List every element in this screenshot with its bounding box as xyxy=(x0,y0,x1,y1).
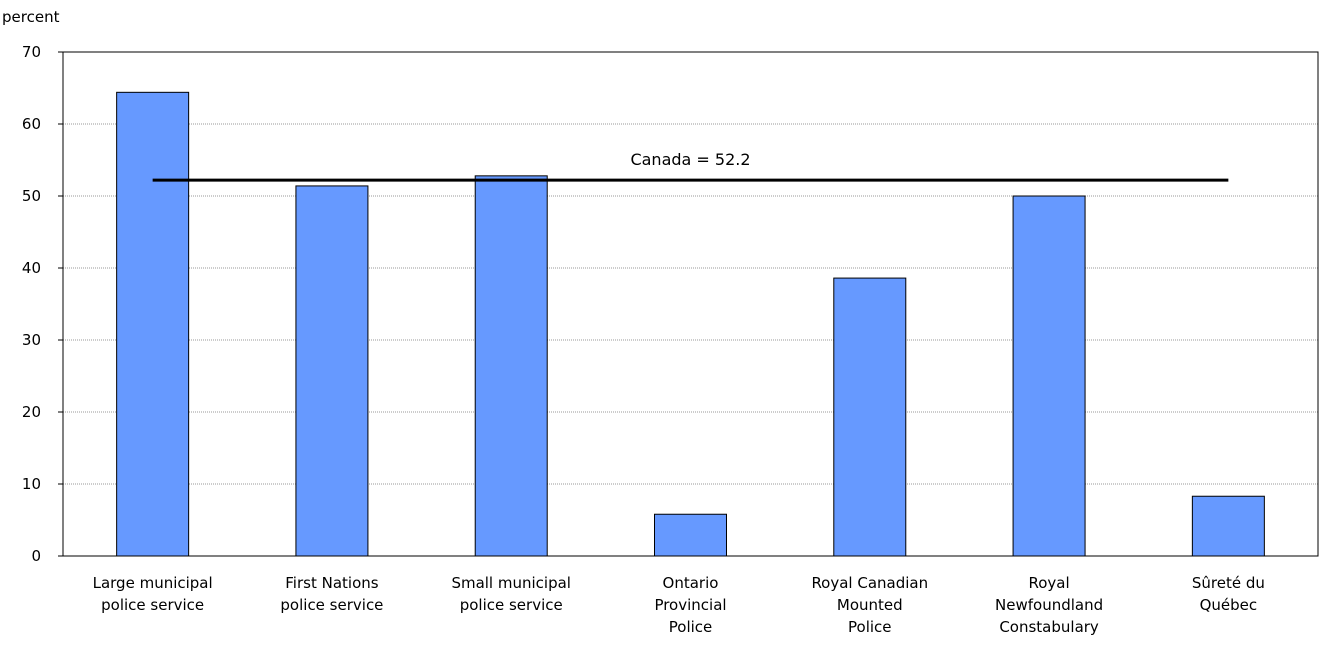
bar xyxy=(1191,495,1265,557)
bar xyxy=(1012,195,1086,557)
bar xyxy=(295,185,369,557)
x-axis-labels: Large municipal police service First Natio… xyxy=(93,574,1265,636)
gridlines xyxy=(63,123,1318,485)
y-tick-label: 60 xyxy=(22,115,41,133)
x-category-label: Small municipal police service xyxy=(451,574,571,614)
x-category-label: Ontario Provincial Police xyxy=(654,574,726,636)
y-tick-label: 10 xyxy=(22,475,41,493)
canada-average-label: Canada = 52.2 xyxy=(630,150,750,169)
x-category-label: Large municipal police service xyxy=(93,574,213,614)
bar xyxy=(116,91,190,557)
y-axis-ticks: 0 10 20 30 40 50 60 70 xyxy=(22,43,63,565)
y-tick-label: 30 xyxy=(22,331,41,349)
bars xyxy=(116,91,1265,557)
x-category-label: Royal Canadian Mounted Police xyxy=(811,574,928,636)
y-tick-label: 20 xyxy=(22,403,41,421)
y-tick-label: 70 xyxy=(22,43,41,61)
x-category-label: Royal Newfoundland Constabulary xyxy=(995,574,1103,636)
y-tick-label: 50 xyxy=(22,187,41,205)
x-category-label: Sûreté du Québec xyxy=(1192,574,1265,614)
bar xyxy=(654,513,727,557)
bar xyxy=(833,277,907,557)
y-axis-unit-label: percent xyxy=(2,8,60,26)
bar xyxy=(474,175,548,557)
x-category-label: First Nations police service xyxy=(280,574,383,614)
plot-frame xyxy=(62,51,1319,557)
y-tick-label: 40 xyxy=(22,259,41,277)
y-tick-label: 0 xyxy=(31,547,41,565)
